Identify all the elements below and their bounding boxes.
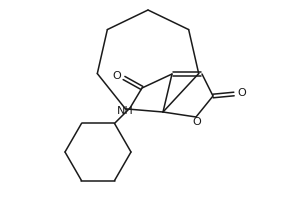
Text: O: O <box>193 117 201 127</box>
Text: NH: NH <box>117 106 134 116</box>
Text: O: O <box>112 71 122 81</box>
Text: O: O <box>238 88 246 98</box>
